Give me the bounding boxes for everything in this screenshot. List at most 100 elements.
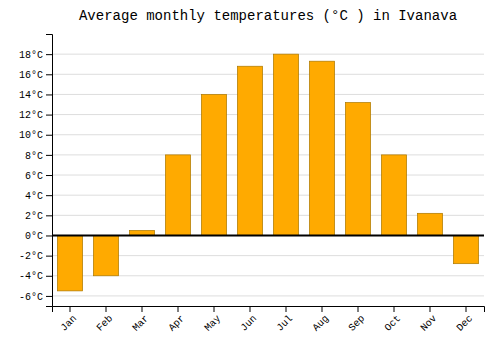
tick: Aug bbox=[311, 306, 332, 334]
tick-mark bbox=[46, 74, 52, 75]
tick-label: Sep bbox=[347, 313, 368, 334]
tick-label: 8°C bbox=[25, 151, 43, 162]
tick-label: Mar bbox=[131, 313, 152, 334]
tick: -2°C bbox=[19, 251, 52, 262]
grid-line bbox=[52, 94, 484, 95]
tick-mark bbox=[466, 306, 467, 312]
tick-mark bbox=[46, 235, 52, 236]
tick-mark bbox=[142, 306, 143, 312]
grid-line bbox=[52, 175, 484, 176]
tick-label: Jan bbox=[59, 313, 80, 334]
chart: -6°C -4°C -2°C 0°C 2°C 4°C 6°C 8°C 10°C 12°C 14°C 1… bbox=[0, 0, 500, 350]
bars bbox=[57, 54, 478, 291]
tick-label: 16°C bbox=[19, 70, 43, 81]
tick-mark bbox=[46, 135, 52, 136]
grid bbox=[52, 54, 484, 296]
bar bbox=[417, 213, 442, 235]
bar bbox=[309, 61, 334, 235]
title: Average monthly temperatures (°C ) in Iv… bbox=[79, 8, 457, 24]
tick-mark bbox=[46, 195, 52, 196]
tick-label: 18°C bbox=[19, 50, 43, 61]
tick-mark bbox=[46, 256, 52, 257]
tick-mark bbox=[46, 215, 52, 216]
tick-mark bbox=[286, 306, 287, 312]
bar bbox=[201, 94, 226, 235]
tick: 6°C bbox=[25, 171, 52, 182]
tick: 18°C bbox=[19, 50, 52, 61]
tick: Nov bbox=[419, 306, 440, 334]
bar bbox=[453, 235, 478, 263]
tick-mark bbox=[46, 276, 52, 277]
tick-label: -4°C bbox=[19, 271, 43, 282]
tick-mark bbox=[46, 115, 52, 116]
tick-label: 14°C bbox=[19, 90, 43, 101]
grid-line bbox=[52, 54, 484, 55]
tick-label: Jul bbox=[275, 313, 296, 334]
plot: -6°C -4°C -2°C 0°C 2°C 4°C 6°C 8°C 10°C 12°C 14°C 1… bbox=[19, 35, 485, 334]
tick-mark bbox=[46, 94, 52, 95]
tick: -4°C bbox=[19, 271, 52, 282]
bar bbox=[57, 235, 82, 290]
tick: 12°C bbox=[19, 110, 52, 121]
grid-line bbox=[52, 134, 484, 135]
tick: Sep bbox=[347, 306, 368, 334]
tick: Apr bbox=[167, 306, 188, 334]
tick-label: Jun bbox=[239, 313, 260, 334]
tick-label: 2°C bbox=[25, 211, 43, 222]
x-axis: Jan Feb Mar Apr May Jun Jul Aug Sep Oct Nov Dec bbox=[53, 306, 485, 334]
tick-label: 4°C bbox=[25, 191, 43, 202]
tick-mark bbox=[250, 306, 251, 312]
tick: 0°C bbox=[25, 231, 52, 242]
bar bbox=[93, 235, 118, 275]
tick: 10°C bbox=[19, 130, 52, 141]
tick-label: Oct bbox=[383, 313, 404, 334]
y-axis: -6°C -4°C -2°C 0°C 2°C 4°C 6°C 8°C 10°C 12°C 14°C 1… bbox=[19, 35, 53, 307]
tick: 8°C bbox=[25, 151, 52, 162]
tick-label: Aug bbox=[311, 313, 332, 334]
tick-mark bbox=[46, 175, 52, 176]
grid-line bbox=[52, 235, 484, 236]
tick: Jun bbox=[239, 306, 260, 334]
tick-label: -6°C bbox=[19, 292, 43, 303]
tick-mark bbox=[46, 155, 52, 156]
bar bbox=[345, 103, 370, 236]
axis-line bbox=[53, 307, 485, 313]
bar bbox=[273, 54, 298, 235]
tick: 14°C bbox=[19, 90, 52, 101]
tick-label: Nov bbox=[419, 313, 440, 334]
tick-label: Apr bbox=[167, 313, 188, 334]
tick-label: 6°C bbox=[25, 171, 43, 182]
grid-line bbox=[52, 295, 484, 296]
bar bbox=[237, 66, 262, 235]
tick-mark bbox=[106, 306, 107, 312]
tick: Feb bbox=[95, 306, 116, 334]
bar bbox=[165, 155, 190, 236]
grid-line bbox=[52, 154, 484, 155]
tick: Jan bbox=[59, 306, 80, 334]
tick-mark bbox=[46, 54, 52, 55]
tick: Oct bbox=[383, 306, 404, 334]
tick-label: Feb bbox=[95, 313, 116, 334]
tick: Jul bbox=[275, 306, 296, 334]
tick-mark bbox=[214, 306, 215, 312]
axis-line bbox=[46, 35, 53, 307]
tick-label: 12°C bbox=[19, 110, 43, 121]
tick: 2°C bbox=[25, 211, 52, 222]
tick: Dec bbox=[455, 306, 476, 334]
tick: -6°C bbox=[19, 292, 52, 303]
tick-mark bbox=[358, 306, 359, 312]
grid-line bbox=[52, 195, 484, 196]
tick-mark bbox=[394, 306, 395, 312]
tick: May bbox=[203, 306, 224, 334]
grid-line bbox=[52, 74, 484, 75]
tick-mark bbox=[46, 296, 52, 297]
tick-label: Dec bbox=[455, 313, 476, 334]
tick-label: 10°C bbox=[19, 130, 43, 141]
grid-line bbox=[52, 114, 484, 115]
tick-label: May bbox=[203, 313, 224, 334]
bar bbox=[381, 155, 406, 236]
tick-mark bbox=[70, 306, 71, 312]
tick-label: -2°C bbox=[19, 251, 43, 262]
tick-mark bbox=[322, 306, 323, 312]
tick: 4°C bbox=[25, 191, 52, 202]
